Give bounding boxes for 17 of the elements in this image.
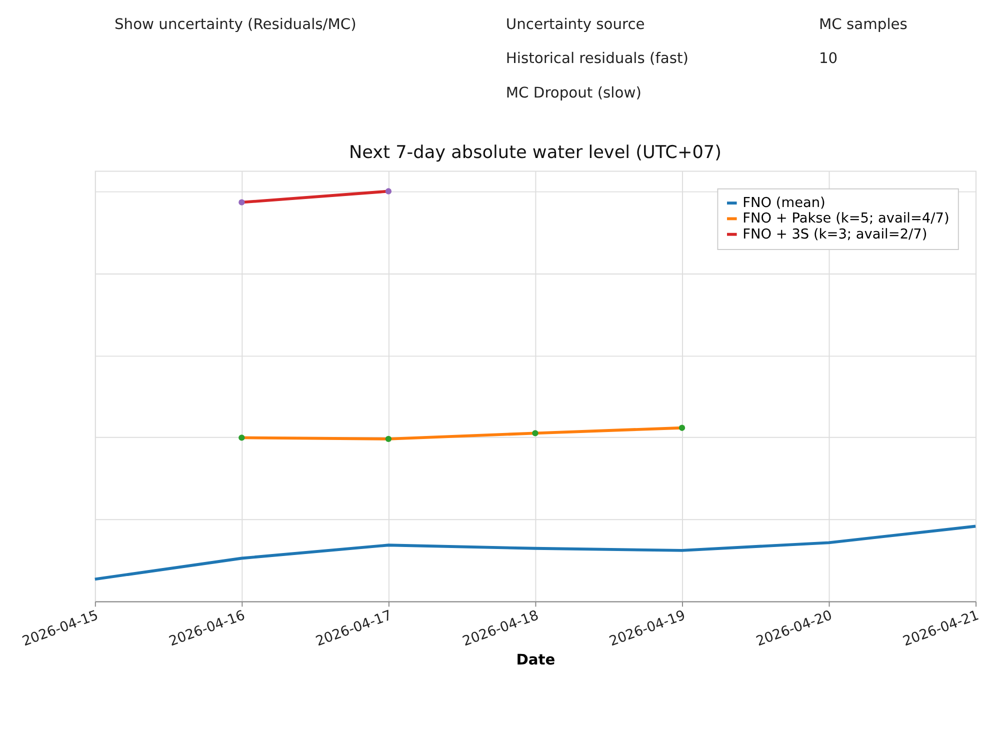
point [532,430,538,436]
text: Historical residuals (fast) [506,50,689,68]
point [238,199,245,206]
text: Show uncertainty (Residuals/MC) [114,16,356,33]
legend-label: FNO + 3S (k=3; avail=2/7) [742,226,928,242]
text: MC samples [818,16,908,33]
point [678,424,686,431]
legend-label: FNO (mean) [742,194,826,211]
text: Uncertainty source [506,16,645,33]
chart-title: Next 7-day absolute water level (UTC+07) [348,143,722,164]
point [238,434,245,441]
text: MC Dropout (slow) [506,84,642,102]
point [385,436,392,442]
legend-label: FNO + Pakse (k=5; avail=4/7) [742,210,950,227]
x-axis-title: Date [516,651,556,668]
text: 10 [818,50,838,68]
point [385,188,392,194]
